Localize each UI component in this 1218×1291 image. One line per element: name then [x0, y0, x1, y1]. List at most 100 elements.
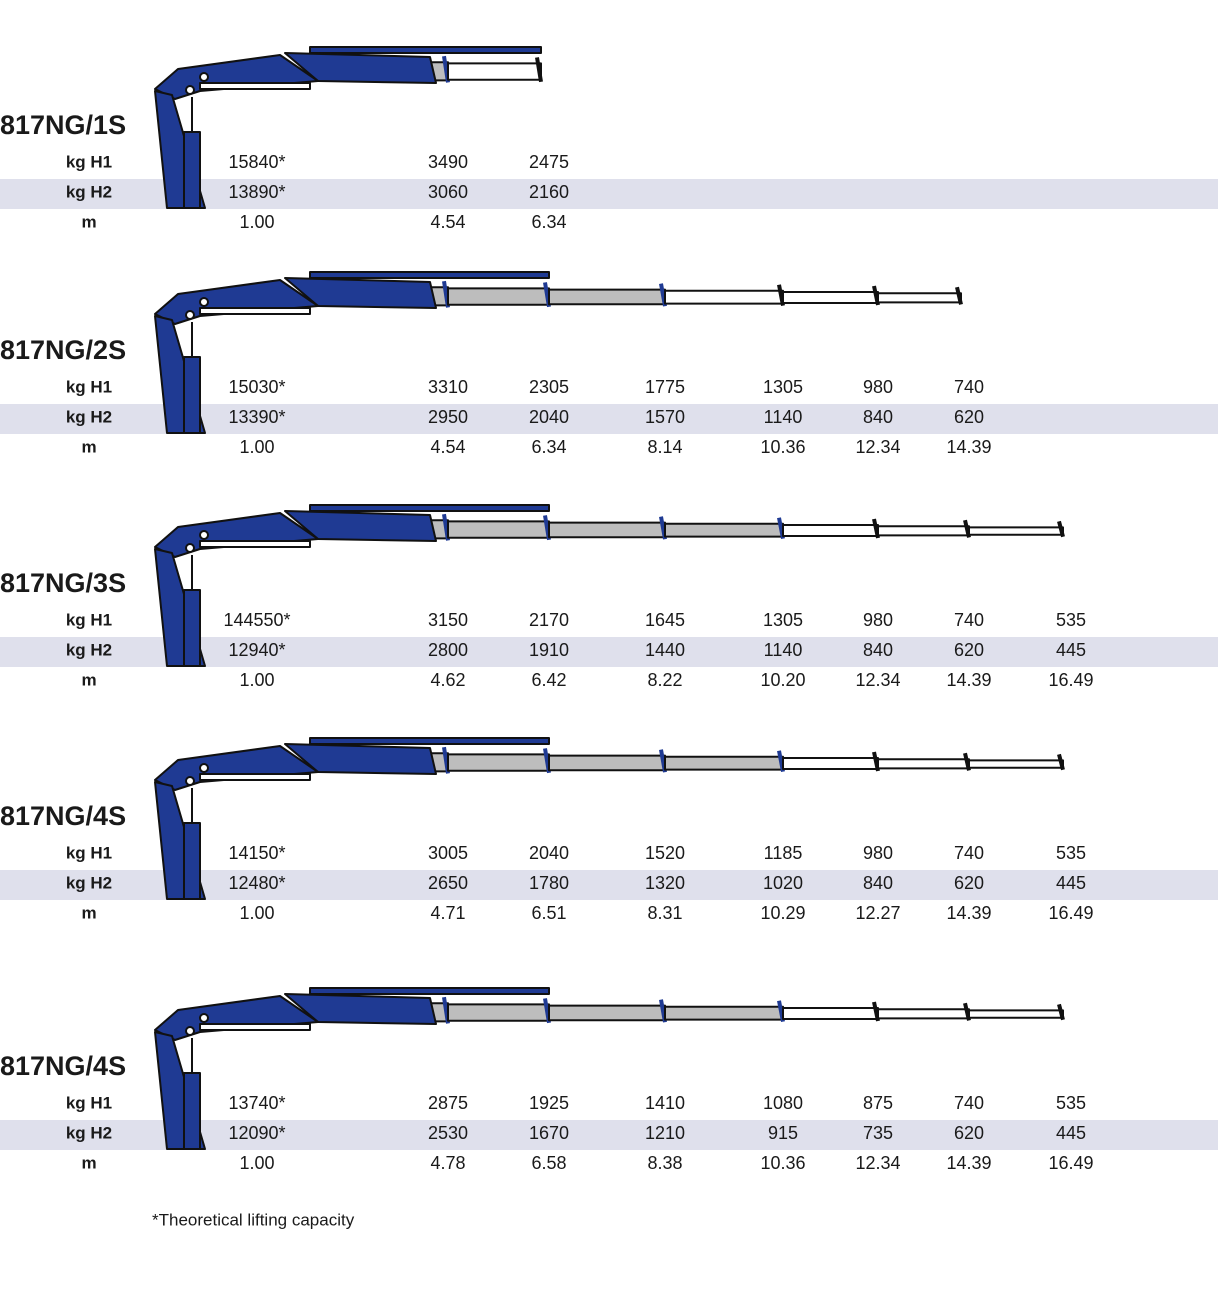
cell-value: 3310 [428, 377, 468, 397]
cell-value: 2475 [529, 152, 569, 172]
cell-value: 2305 [529, 377, 569, 397]
crane-section: 817NG/2S kg H1 15030* 3310 2305 1775 1305 980 74… [0, 271, 1218, 457]
pivot [185, 1026, 195, 1036]
crane-section: 817NG/3S kg H1 144550* 3150 2170 1645 1305 980 7… [0, 504, 1218, 690]
cell-value: 1140 [764, 407, 803, 427]
cell-value: 840 [863, 640, 893, 660]
cell-value: 1.00 [239, 670, 274, 690]
boom-segment [782, 757, 879, 770]
cell-value: 535 [1056, 843, 1086, 863]
cell-value: 10.36 [760, 437, 805, 457]
segment-joint [535, 57, 543, 83]
cell-value: 840 [863, 407, 893, 427]
cell-value: 1410 [645, 1093, 685, 1113]
section-title: 817NG/4S [0, 1051, 126, 1081]
cell-value: 620 [954, 640, 984, 660]
pivot [199, 297, 209, 307]
footnote: *Theoretical lifting capacity [152, 1210, 355, 1229]
boom-segment [877, 292, 962, 304]
cell-value: 12.34 [855, 670, 900, 690]
cell-value: 2950 [428, 407, 468, 427]
inner-cylinder [199, 82, 311, 90]
boom-cylinder [309, 504, 550, 512]
pivot [185, 310, 195, 320]
row-label: m [81, 212, 96, 231]
cell-value: 12090* [228, 1123, 285, 1143]
segment-joint [955, 286, 963, 305]
cell-value: 1320 [645, 873, 685, 893]
pivot [185, 543, 195, 553]
cell-value: 4.62 [430, 670, 465, 690]
cell-value: 144550* [223, 610, 290, 630]
main-boom [284, 743, 437, 775]
crane-drawing [154, 46, 543, 209]
cell-value: 13740* [228, 1093, 285, 1113]
column-cylinder [183, 589, 201, 667]
crane-section: 817NG/4S kg H1 14150* 3005 2040 1520 1185 980 74… [0, 737, 1218, 923]
cell-value: 6.58 [531, 1153, 566, 1173]
boom-segment [877, 758, 970, 770]
crane-section: 817NG/4S kg H1 13740* 2875 1925 1410 1080 875 74… [0, 987, 1218, 1173]
cell-value: 6.34 [531, 437, 566, 457]
row-label: kg H2 [66, 182, 112, 201]
row-label: kg H1 [66, 1093, 112, 1112]
boom-segment [877, 1008, 970, 1020]
cell-value: 1140 [764, 640, 803, 660]
cell-value: 1910 [529, 640, 569, 660]
cell-value: 10.29 [760, 903, 805, 923]
cell-value: 445 [1056, 640, 1086, 660]
cell-value: 1185 [764, 843, 803, 863]
cell-value: 1520 [645, 843, 685, 863]
cell-value: 980 [863, 377, 893, 397]
boom-segment [782, 524, 879, 537]
cell-value: 840 [863, 873, 893, 893]
boom-segment [548, 1004, 666, 1022]
cell-value: 6.42 [531, 670, 566, 690]
main-boom [284, 277, 437, 309]
cell-value: 1.00 [239, 212, 274, 232]
boom-segment [447, 62, 542, 81]
cell-value: 1080 [763, 1093, 803, 1113]
cell-value: 13390* [228, 407, 285, 427]
pivot [185, 776, 195, 786]
cell-value: 740 [954, 1093, 984, 1113]
cell-value: 15030* [228, 377, 285, 397]
row-label: kg H2 [66, 1123, 112, 1142]
cell-value: 1440 [645, 640, 685, 660]
cell-value: 13890* [228, 182, 285, 202]
cell-value: 3005 [428, 843, 468, 863]
cell-value: 2875 [428, 1093, 468, 1113]
inner-cylinder [199, 773, 311, 781]
cell-value: 1570 [645, 407, 685, 427]
cell-value: 12.34 [855, 1153, 900, 1173]
row-label: kg H2 [66, 407, 112, 426]
segment-joint [1057, 753, 1065, 771]
cell-value: 1775 [645, 377, 685, 397]
crane-drawing [154, 987, 1065, 1150]
column-cylinder [183, 822, 201, 900]
boom-cylinder [309, 737, 550, 745]
cell-value: 12480* [228, 873, 285, 893]
boom-segment [447, 520, 550, 539]
boom-segment [548, 521, 666, 539]
cell-value: 980 [863, 843, 893, 863]
cell-value: 535 [1056, 610, 1086, 630]
boom-segment [447, 1003, 550, 1022]
inner-cylinder [199, 307, 311, 315]
column-cylinder [183, 131, 201, 209]
boom-cylinder [309, 987, 550, 995]
crane-drawing [154, 271, 963, 434]
boom-segment [548, 754, 666, 772]
cell-value: 875 [863, 1093, 893, 1113]
section-title: 817NG/4S [0, 801, 126, 831]
cell-value: 445 [1056, 873, 1086, 893]
cell-value: 6.34 [531, 212, 566, 232]
column-cylinder [183, 1072, 201, 1150]
main-boom [284, 510, 437, 542]
row-label: kg H1 [66, 152, 112, 171]
pivot [199, 530, 209, 540]
cell-value: 4.54 [430, 437, 465, 457]
column-cylinder [183, 356, 201, 434]
inner-cylinder [199, 1023, 311, 1031]
cell-value: 14.39 [946, 903, 991, 923]
